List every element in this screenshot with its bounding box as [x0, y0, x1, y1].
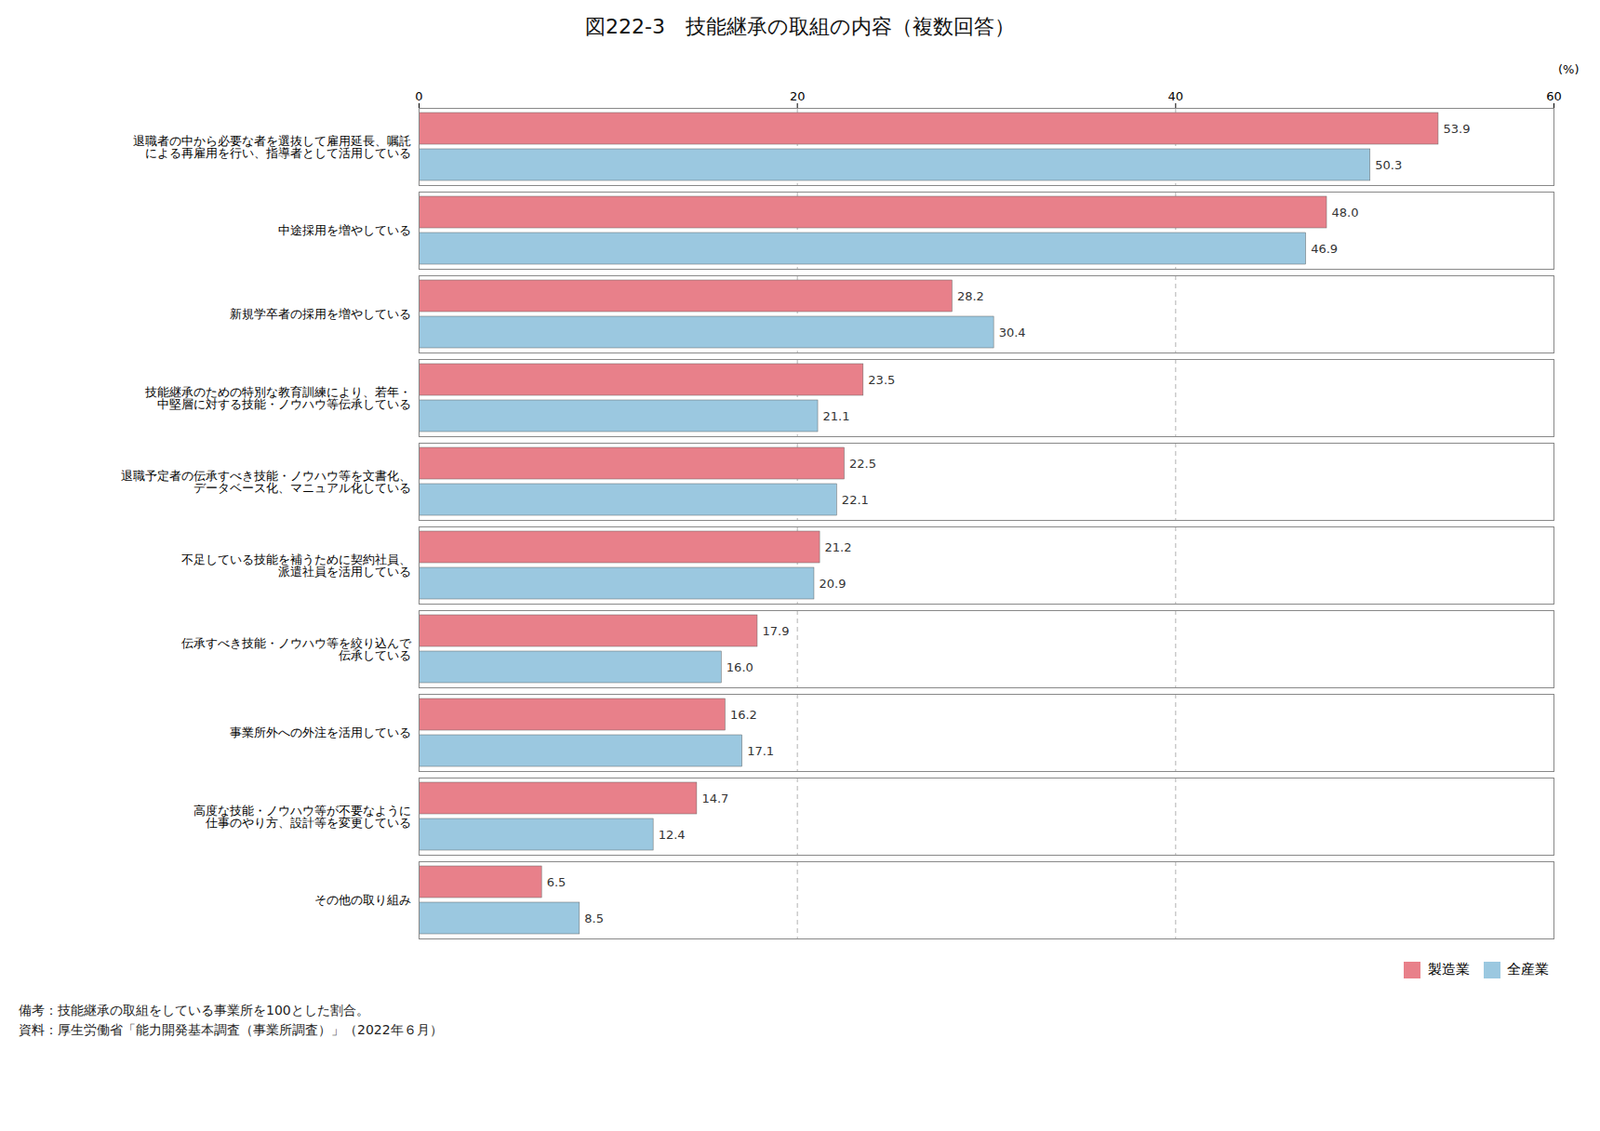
svg-text:28.2: 28.2	[957, 289, 985, 304]
svg-text:60: 60	[1546, 89, 1562, 104]
svg-text:新規学卒者の採用を増やしている: 新規学卒者の採用を増やしている	[229, 306, 412, 321]
svg-text:技能継承のための特別な教育訓練により、若年・中堅層に対する技: 技能継承のための特別な教育訓練により、若年・中堅層に対する技能・ノウハウ等伝承し…	[144, 385, 412, 412]
svg-text:22.5: 22.5	[849, 456, 877, 471]
svg-text:21.2: 21.2	[825, 540, 853, 555]
svg-text:17.1: 17.1	[746, 744, 774, 759]
html-text:備考：技能継承の取組をしている事業所を100とした割合。: 備考：技能継承の取組をしている事業所を100とした割合。	[18, 1002, 370, 1018]
svg-text:伝承すべき技能・ノウハウ等を絞り込んで伝承している: 伝承すべき技能・ノウハウ等を絞り込んで伝承している	[181, 636, 413, 663]
svg-text:不足している技能を補うために契約社員、派遣社員を活用している: 不足している技能を補うために契約社員、派遣社員を活用している	[181, 552, 412, 579]
svg-text:8.5: 8.5	[584, 911, 604, 926]
svg-text:その他の取り組み: その他の取り組み	[314, 893, 412, 907]
svg-text:20: 20	[789, 89, 806, 104]
svg-text:50.3: 50.3	[1374, 158, 1402, 173]
svg-text:46.9: 46.9	[1310, 241, 1338, 256]
svg-text:16.2: 16.2	[730, 707, 758, 722]
svg-text:退職予定者の伝承すべき技能・ノウハウ等を文書化、データベース: 退職予定者の伝承すべき技能・ノウハウ等を文書化、データベース化、マニュアル化して…	[120, 468, 412, 495]
svg-text:23.5: 23.5	[867, 373, 895, 387]
html-text:資料：厚生労働省「能力開発基本調査（事業所調査）」（2022: 資料：厚生労働省「能力開発基本調査（事業所調査）」（2022年６月）	[18, 1021, 443, 1037]
html-text:図222-3 技能継承の取組の内容（複数回答）: 図222-3 技能継承の取組の内容（複数回答）	[585, 14, 1015, 39]
svg-text:22.1: 22.1	[841, 493, 869, 507]
svg-text:14.7: 14.7	[701, 791, 729, 806]
svg-text:退職者の中から必要な者を選抜して雇用延長、嘱託による再雇用を: 退職者の中から必要な者を選抜して雇用延長、嘱託による再雇用を行い、指導者として活…	[133, 133, 412, 160]
svg-text:20.9: 20.9	[818, 576, 846, 591]
svg-text:16.0: 16.0	[726, 660, 754, 675]
svg-text:17.9: 17.9	[761, 624, 789, 639]
html-text:製造業: 製造業	[1427, 960, 1470, 978]
svg-text:40: 40	[1168, 89, 1185, 104]
svg-text:53.9: 53.9	[1442, 121, 1470, 136]
svg-text:0: 0	[414, 89, 423, 104]
svg-text:中途採用を増やしている: 中途採用を増やしている	[278, 223, 412, 238]
svg-text:21.1: 21.1	[823, 409, 851, 424]
html-text:全産業: 全産業	[1506, 960, 1549, 978]
svg-text:48.0: 48.0	[1332, 205, 1360, 220]
svg-text:6.5: 6.5	[546, 875, 567, 890]
svg-text:12.4: 12.4	[658, 827, 686, 842]
svg-text:(%): (%)	[1558, 62, 1580, 77]
svg-text:高度な技能・ノウハウ等が不要なように仕事のやり方、設計等を変: 高度な技能・ノウハウ等が不要なように仕事のやり方、設計等を変更している	[193, 803, 412, 830]
svg-text:事業所外への外注を活用している: 事業所外への外注を活用している	[229, 725, 412, 740]
svg-text:30.4: 30.4	[999, 325, 1027, 340]
